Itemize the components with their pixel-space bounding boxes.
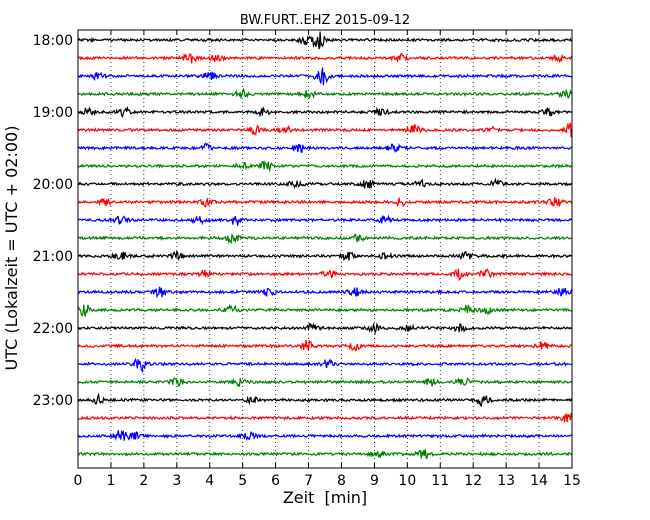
seismic-trace [77, 412, 573, 423]
seismic-trace [77, 339, 573, 352]
seismic-trace [77, 177, 573, 189]
seismic-trace [77, 52, 573, 64]
seismic-trace [77, 105, 573, 118]
x-tick-label: 0 [74, 473, 83, 489]
seismic-trace [77, 142, 572, 153]
seismic-trace [77, 31, 573, 50]
x-tick-label: 14 [530, 473, 548, 489]
seismic-trace [77, 449, 573, 460]
x-tick-label: 10 [398, 473, 416, 489]
seismic-trace [77, 88, 573, 100]
trace-group [77, 31, 573, 460]
seismic-trace [77, 429, 573, 441]
y-tick-label: 18:00 [33, 33, 73, 49]
x-tick-label: 12 [464, 473, 482, 489]
seismic-trace [77, 67, 573, 86]
x-tick-label: 7 [304, 473, 313, 489]
x-axis-label: Zeit [min] [283, 488, 367, 507]
x-tick-label: 11 [431, 473, 449, 489]
seismic-trace [77, 214, 573, 226]
y-tick-label: 19:00 [33, 105, 73, 121]
y-axis-label: UTC (Lokalzeit = UTC + 02:00) [2, 126, 21, 371]
y-tick-label: 23:00 [33, 393, 73, 409]
seismic-trace [77, 377, 573, 387]
x-tick-label: 15 [563, 473, 581, 489]
seismic-trace [77, 303, 573, 318]
plot-background [78, 30, 572, 468]
seismic-trace [77, 392, 573, 407]
y-tick-label: 21:00 [33, 249, 73, 265]
seismic-trace [78, 357, 573, 374]
y-tick-label: 20:00 [33, 177, 73, 193]
seismic-trace [77, 268, 573, 282]
seismic-trace [77, 250, 573, 262]
x-tick-label: 1 [106, 473, 115, 489]
x-tick-label: 13 [497, 473, 515, 489]
x-tick-label: 8 [337, 473, 346, 489]
x-tick-label: 3 [172, 473, 181, 489]
x-tick-label: 4 [205, 473, 214, 489]
axes-group: 0 1 2 3 4 5 6 7 8 9 10 11 12 13 14 1518:0019:0020:0021:… [33, 30, 581, 489]
x-tick-label: 2 [139, 473, 148, 489]
seismic-trace [77, 322, 573, 336]
x-tick-label: 9 [370, 473, 379, 489]
x-tick-label: 5 [238, 473, 247, 489]
seismic-trace [77, 121, 573, 138]
seismic-trace [77, 196, 573, 208]
seismic-trace [77, 286, 573, 299]
seismic-trace [77, 160, 573, 173]
y-tick-label: 22:00 [33, 321, 73, 337]
plot-frame [77, 29, 573, 469]
seismic-trace [77, 232, 573, 245]
x-tick-label: 6 [271, 473, 280, 489]
chart-title: BW.FURT..EHZ 2015-09-12 [240, 13, 410, 28]
